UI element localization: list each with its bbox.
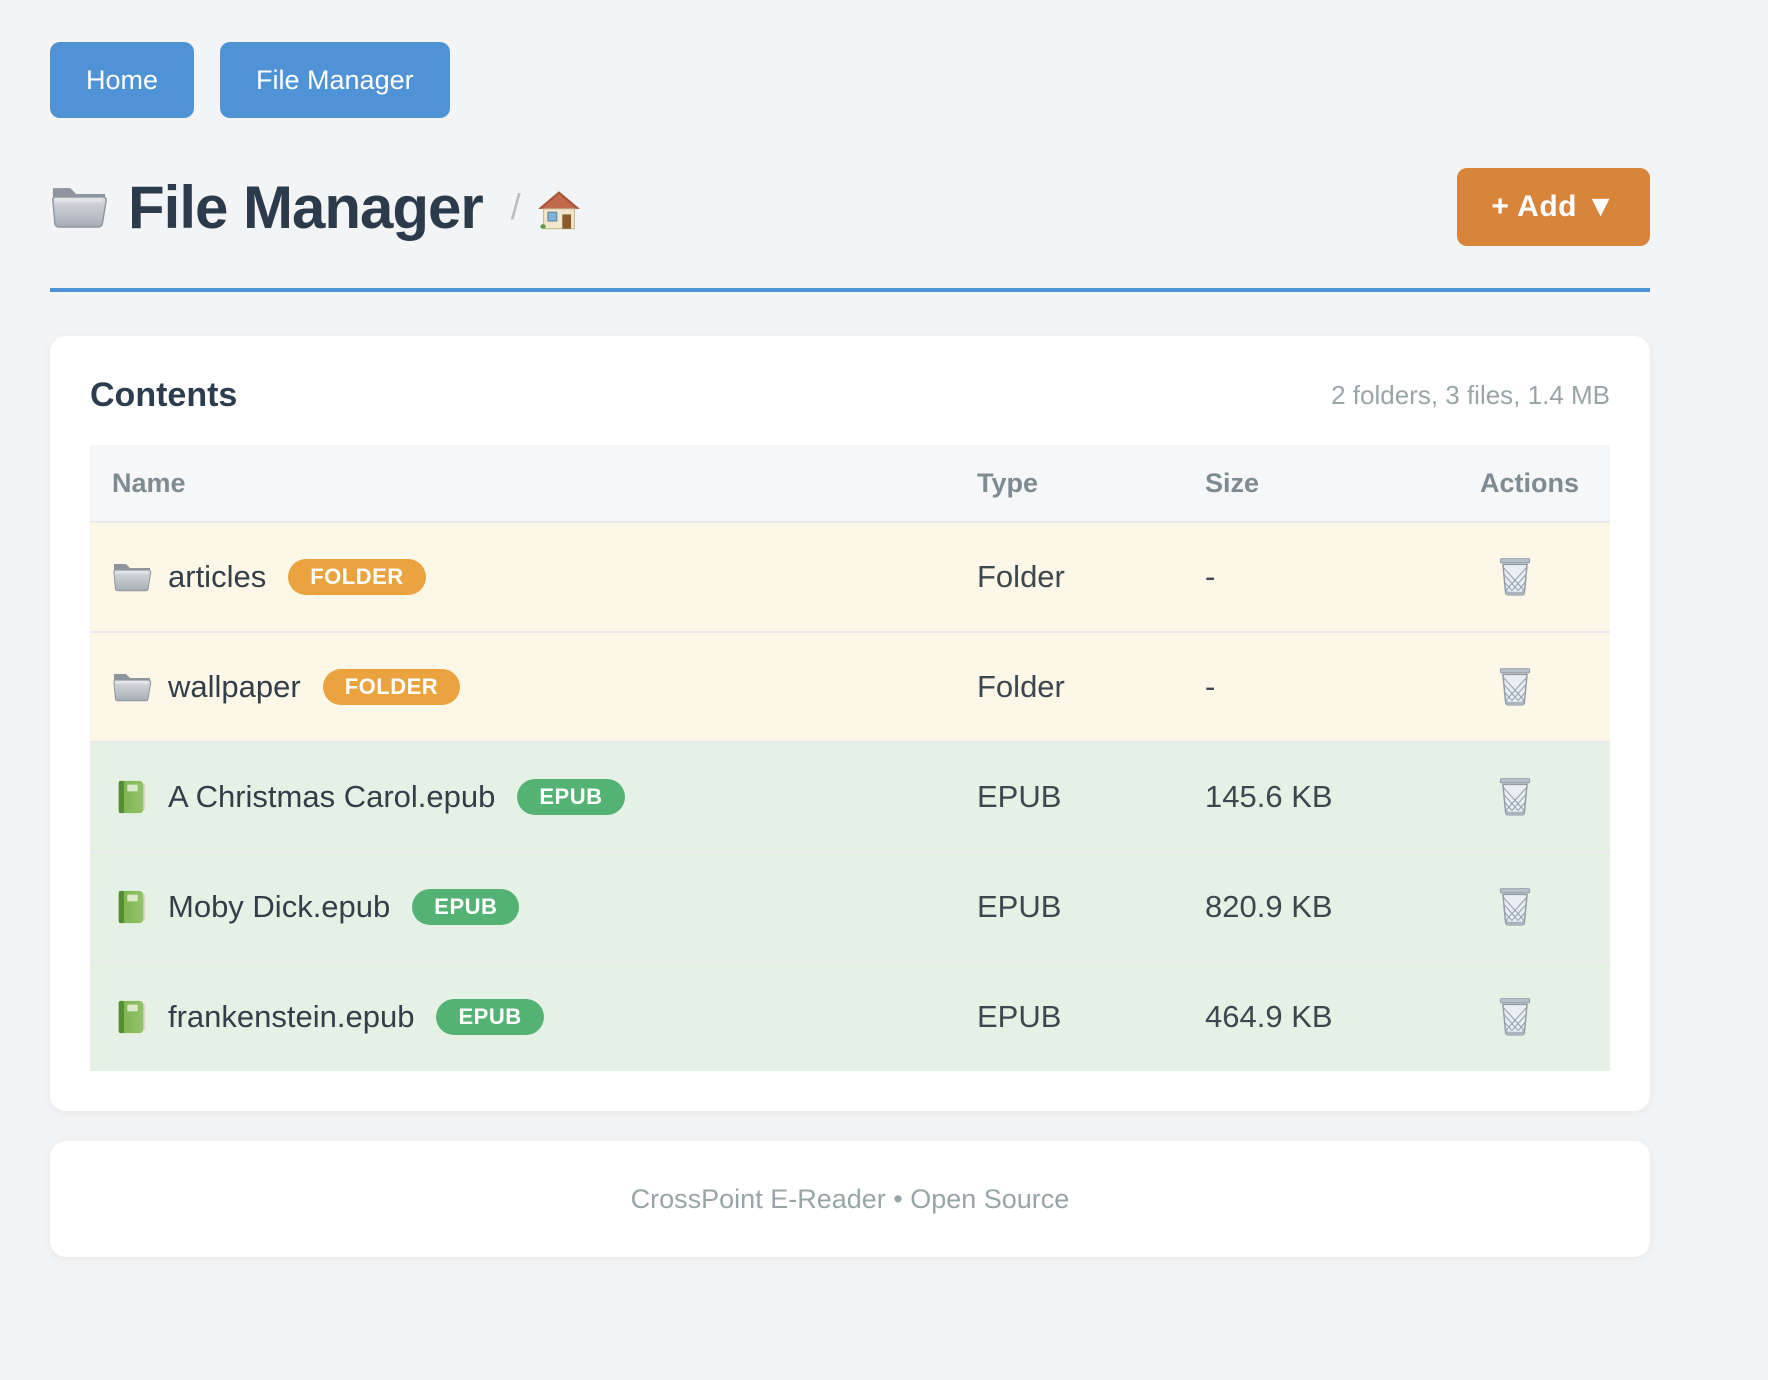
column-header-actions: Actions [1480,467,1580,498]
book-icon [112,889,152,925]
table-body: articles FOLDER Folder - [90,521,1610,1071]
file-name-cell[interactable]: frankenstein.epub EPUB [90,999,977,1035]
column-header-size: Size [1205,467,1260,498]
file-type: Folder [977,559,1065,594]
table-row: Moby Dick.epub EPUB EPUB 820.9 KB [90,851,1610,961]
file-manager-button[interactable]: File Manager [220,42,450,118]
book-icon [112,779,152,815]
top-navigation: Home File Manager [50,0,1650,118]
file-type: EPUB [977,889,1062,924]
delete-button[interactable] [1496,556,1534,598]
table-row: frankenstein.epub EPUB EPUB 464.9 KB [90,961,1610,1071]
trash-icon [1496,776,1534,818]
breadcrumb-separator: / [510,186,521,227]
file-type-badge: FOLDER [288,559,426,595]
file-type: EPUB [977,999,1062,1034]
file-type-badge: EPUB [412,889,520,925]
title-group: File Manager / [50,173,581,242]
file-name-cell[interactable]: articles FOLDER [90,559,977,595]
table-row: A Christmas Carol.epub EPUB EPUB 145.6 K… [90,741,1610,851]
file-name: frankenstein.epub [168,999,415,1034]
actions-cell [1480,556,1610,598]
trash-icon [1496,886,1534,928]
file-name: articles [168,559,267,594]
file-table: Name Type Size Actions articles FOLDER [90,445,1610,1071]
house-icon[interactable] [537,189,581,231]
file-type: EPUB [977,779,1062,814]
trash-icon [1496,666,1534,708]
table-header-row: Name Type Size Actions [90,445,1610,521]
file-size: - [1205,669,1216,704]
contents-header: Contents 2 folders, 3 files, 1.4 MB [90,376,1610,415]
actions-cell [1480,776,1610,818]
table-row: articles FOLDER Folder - [90,521,1610,631]
file-type-badge: EPUB [517,779,625,815]
trash-icon [1496,996,1534,1038]
page-header: File Manager / + Add ▼ [50,168,1650,246]
actions-cell [1480,886,1610,928]
footer: CrossPoint E-Reader • Open Source [50,1141,1650,1257]
breadcrumb: / [511,183,581,231]
file-size: 464.9 KB [1205,999,1333,1034]
book-icon [112,999,152,1035]
file-name: Moby Dick.epub [168,889,391,924]
delete-button[interactable] [1496,886,1534,928]
column-header-name: Name [112,467,186,498]
contents-summary: 2 folders, 3 files, 1.4 MB [1331,380,1610,410]
home-button[interactable]: Home [50,42,195,118]
table-row: wallpaper FOLDER Folder - [90,631,1610,741]
file-name: wallpaper [168,669,301,704]
contents-card: Contents 2 folders, 3 files, 1.4 MB Name… [50,336,1650,1111]
file-size: - [1205,559,1216,594]
actions-cell [1480,666,1610,708]
folder-icon [50,182,108,232]
file-type-badge: FOLDER [322,669,461,705]
file-name: A Christmas Carol.epub [168,779,496,814]
delete-button[interactable] [1496,996,1534,1038]
actions-cell [1480,996,1610,1038]
file-name-cell[interactable]: Moby Dick.epub EPUB [90,889,977,925]
folder-icon [112,559,152,595]
file-name-cell[interactable]: wallpaper FOLDER [90,669,977,705]
folder-icon [112,669,152,705]
file-size: 145.6 KB [1205,779,1333,814]
delete-button[interactable] [1496,776,1534,818]
trash-icon [1496,556,1534,598]
header-divider [50,288,1650,292]
page: Home File Manager File Manager / + Add ▼… [50,0,1650,1257]
contents-heading: Contents [90,376,238,414]
column-header-type: Type [977,467,1039,498]
file-size: 820.9 KB [1205,889,1333,924]
add-button[interactable]: + Add ▼ [1457,168,1650,246]
page-title: File Manager [128,173,484,241]
file-type: Folder [977,669,1065,704]
file-type-badge: EPUB [436,999,544,1035]
footer-text: CrossPoint E-Reader • Open Source [630,1183,1070,1214]
file-name-cell[interactable]: A Christmas Carol.epub EPUB [90,779,977,815]
delete-button[interactable] [1496,666,1534,708]
